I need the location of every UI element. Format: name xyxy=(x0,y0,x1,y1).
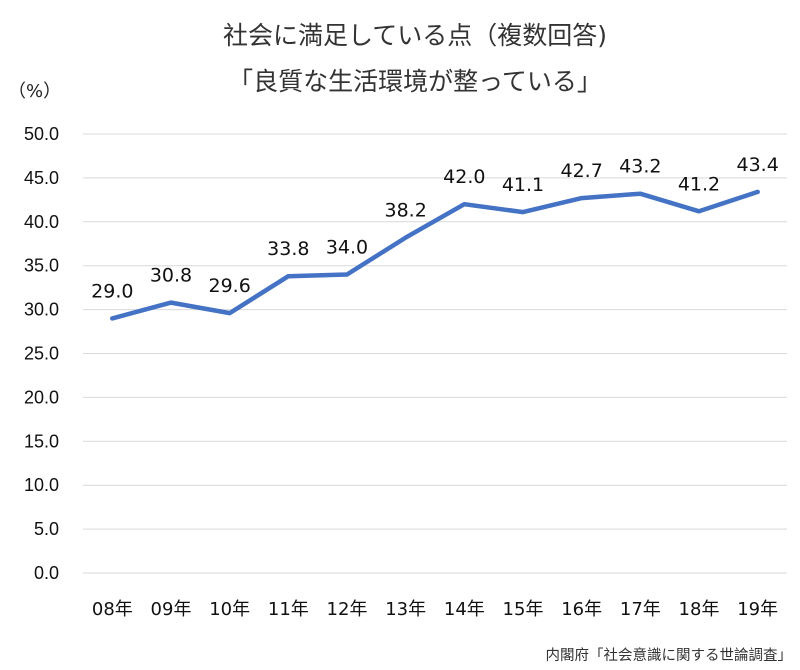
y-tick-label: 25.0 xyxy=(24,344,59,364)
data-point xyxy=(227,311,232,316)
x-tick-label: 18年 xyxy=(679,599,720,620)
y-tick-label: 35.0 xyxy=(24,256,59,276)
x-tick-label: 17年 xyxy=(620,599,661,620)
x-tick-label: 16年 xyxy=(561,599,602,620)
x-tick-label: 09年 xyxy=(151,599,192,620)
data-point xyxy=(462,202,467,207)
data-label: 41.1 xyxy=(502,174,544,196)
data-point xyxy=(110,316,115,321)
y-tick-label: 45.0 xyxy=(24,168,59,188)
x-tick-label: 19年 xyxy=(737,599,778,620)
y-tick-label: 20.0 xyxy=(24,387,59,407)
y-tick-label: 0.0 xyxy=(34,563,59,583)
x-tick-label: 15年 xyxy=(503,599,544,620)
y-tick-label: 15.0 xyxy=(24,431,59,451)
data-point xyxy=(169,300,173,305)
data-label: 30.8 xyxy=(150,265,192,287)
gridlines xyxy=(83,133,787,574)
data-label: 42.0 xyxy=(443,166,485,188)
y-tick-label: 40.0 xyxy=(24,212,59,232)
data-point xyxy=(755,189,760,194)
y-tick-label: 50.0 xyxy=(24,124,59,144)
data-point xyxy=(521,210,525,215)
x-axis-ticks: 08年 09年 10年 11年 12年 13年 14年 15年 16年 17年 18年 19年 xyxy=(92,599,778,620)
y-tick-label: 5.0 xyxy=(34,519,59,539)
y-axis-ticks: 0.0 5.0 10.0 15.0 20.0 25.0 30.0 35.0 40.0 45.0 50… xyxy=(24,124,59,583)
data-point xyxy=(638,191,643,196)
chart-title: 社会に満足している点（複数回答) xyxy=(223,21,607,50)
data-label: 29.6 xyxy=(209,275,251,297)
x-tick-label: 11年 xyxy=(268,599,309,620)
data-point xyxy=(579,196,584,201)
data-label: 33.8 xyxy=(267,238,309,260)
series-group xyxy=(110,189,760,321)
x-tick-label: 08年 xyxy=(92,599,133,620)
x-tick-label: 13年 xyxy=(385,599,426,620)
chart-subtitle: 「良質な生活環境が整っている」 xyxy=(228,67,602,96)
data-label: 34.0 xyxy=(326,236,368,258)
y-tick-label: 30.0 xyxy=(24,300,59,320)
source-note: 内閣府「社会意識に関する世論調査」 xyxy=(546,646,793,664)
data-label: 43.4 xyxy=(737,154,779,176)
data-point xyxy=(697,209,701,214)
y-axis-label: （%） xyxy=(8,81,61,102)
x-tick-label: 10年 xyxy=(209,599,250,620)
data-label: 43.2 xyxy=(619,156,661,178)
data-point xyxy=(286,274,291,279)
data-label: 41.2 xyxy=(678,173,720,195)
data-label: 42.7 xyxy=(561,160,603,182)
data-point xyxy=(403,235,408,240)
x-tick-label: 12年 xyxy=(327,599,368,620)
data-label: 38.2 xyxy=(385,200,427,222)
x-tick-label: 14年 xyxy=(444,599,485,620)
y-tick-label: 10.0 xyxy=(24,475,59,495)
series-line xyxy=(110,189,760,321)
data-labels: 29.0 30.8 29.6 33.8 34.0 38.2 42.0 41.1 42.7 43.2… xyxy=(91,154,779,302)
data-label: 29.0 xyxy=(91,280,133,302)
data-point xyxy=(345,272,349,277)
